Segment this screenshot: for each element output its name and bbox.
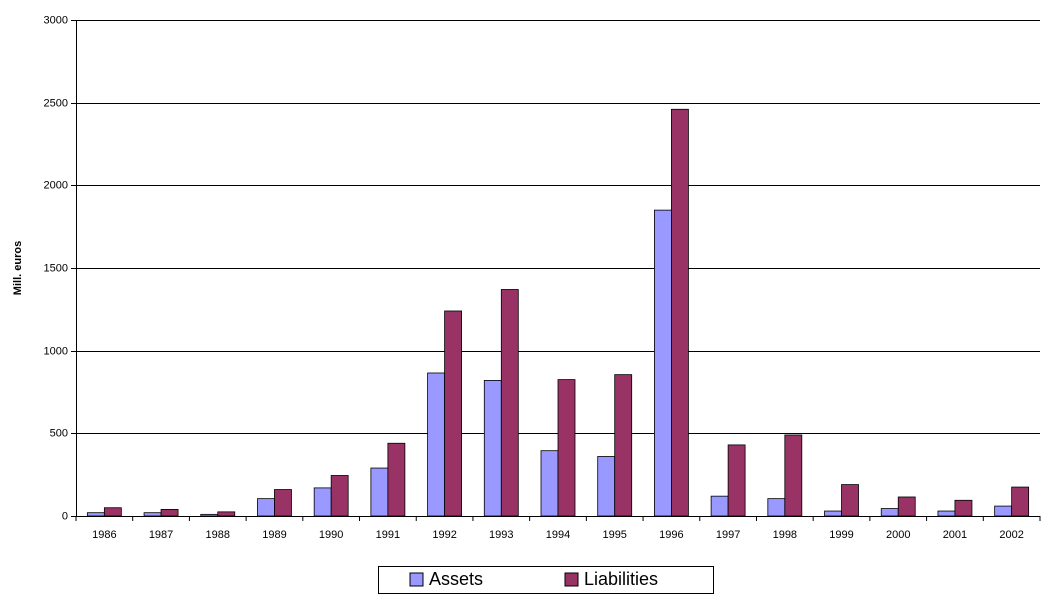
x-tick-label: 2002 [999,529,1023,541]
legend-box [378,566,714,594]
x-tick-label: 1997 [716,529,740,541]
bar [274,489,292,517]
bar [217,511,236,517]
bar [387,442,406,517]
bar [784,434,803,517]
x-tick-label: 1987 [149,529,173,541]
bar [1011,486,1030,517]
bar [143,512,162,517]
bar [937,510,956,517]
x-tick-label: 1988 [206,529,230,541]
bar [824,510,842,517]
bar [500,289,519,517]
y-tick-label: 3000 [44,14,68,26]
bar [897,496,916,517]
bar [160,508,179,517]
bar [557,379,576,517]
bar [880,508,899,517]
y-axis-label: Mill. euros [12,241,24,295]
bar [540,450,559,517]
bar [841,484,859,517]
bar [330,475,349,517]
bar [597,456,616,517]
bar [994,505,1013,517]
bar [727,444,746,517]
bar [483,380,502,517]
x-tick-label: 1993 [489,529,513,541]
bar [767,498,786,517]
bar [614,374,633,517]
legend-swatch [564,572,579,587]
bar [444,310,462,517]
bar [427,372,445,517]
x-tick-label: 1995 [602,529,626,541]
y-tick-label: 1000 [44,345,68,357]
y-tick-label: 0 [62,510,68,522]
x-tick-label: 1994 [546,529,570,541]
bar [313,487,332,517]
legend-label: Liabilities [584,569,658,589]
y-tick-label: 1500 [44,262,68,274]
y-tick-label: 2000 [44,179,68,191]
bar [654,209,672,517]
x-tick-label: 1990 [319,529,343,541]
x-tick-label: 2000 [886,529,910,541]
bar [257,498,275,517]
bar [710,495,729,517]
bar [86,512,105,517]
legend-swatch [409,572,424,587]
x-tick-label: 1998 [773,529,797,541]
bar [200,513,219,517]
legend-label: Assets [429,569,483,589]
bar [671,108,689,517]
x-tick-label: 1992 [432,529,456,541]
bar [103,507,122,517]
x-tick-label: 2001 [943,529,967,541]
x-tick-label: 1996 [659,529,683,541]
x-tick-label: 1991 [376,529,400,541]
x-tick-label: 1989 [262,529,286,541]
bar [370,467,389,517]
y-tick-label: 500 [50,427,68,439]
bar [954,499,973,517]
x-tick-label: 1986 [92,529,116,541]
x-tick-label: 1999 [829,529,853,541]
y-tick-label: 2500 [44,97,68,109]
